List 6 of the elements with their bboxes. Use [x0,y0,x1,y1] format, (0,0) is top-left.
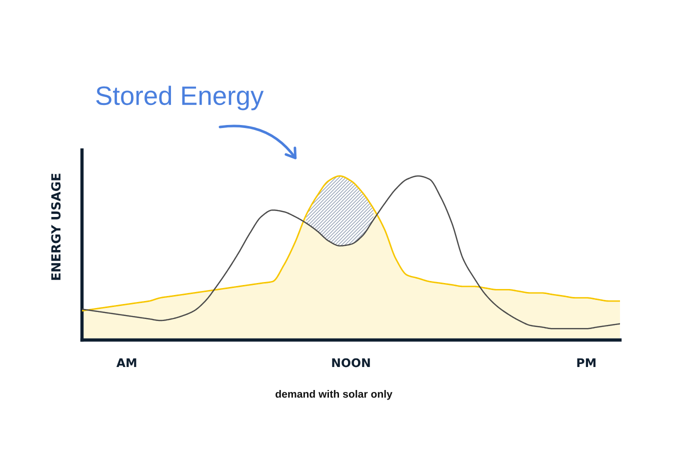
x-tick-label: AM [116,358,136,368]
y-axis-title: ENERGY USAGE [51,174,61,280]
text: Stored Energy [96,86,264,110]
x-tick-label: NOON [332,358,370,368]
x-tick-label: PM [577,358,596,368]
x-axis-title: demand with solar only [276,390,392,400]
